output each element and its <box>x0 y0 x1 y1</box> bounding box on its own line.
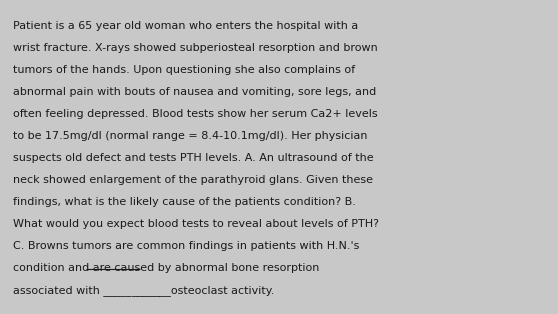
Text: findings, what is the likely cause of the patients condition? B.: findings, what is the likely cause of th… <box>13 197 356 207</box>
Text: abnormal pain with bouts of nausea and vomiting, sore legs, and: abnormal pain with bouts of nausea and v… <box>13 87 376 97</box>
Text: to be 17.5mg/dl (normal range = 8.4-10.1mg/dl). Her physician: to be 17.5mg/dl (normal range = 8.4-10.1… <box>13 131 368 141</box>
Text: What would you expect blood tests to reveal about levels of PTH?: What would you expect blood tests to rev… <box>13 219 379 229</box>
Text: neck showed enlargement of the parathyroid glans. Given these: neck showed enlargement of the parathyro… <box>13 175 373 185</box>
Text: C. Browns tumors are common findings in patients with H.N.'s: C. Browns tumors are common findings in … <box>13 241 359 251</box>
Text: Patient is a 65 year old woman who enters the hospital with a: Patient is a 65 year old woman who enter… <box>13 21 358 31</box>
Text: associated with ____________osteoclast activity.: associated with ____________osteoclast a… <box>13 285 275 296</box>
Text: often feeling depressed. Blood tests show her serum Ca2+ levels: often feeling depressed. Blood tests sho… <box>13 109 378 119</box>
Text: wrist fracture. X-rays showed subperiosteal resorption and brown: wrist fracture. X-rays showed subperiost… <box>13 43 378 53</box>
Text: suspects old defect and tests PTH levels. A. An ultrasound of the: suspects old defect and tests PTH levels… <box>13 153 374 163</box>
Text: tumors of the hands. Upon questioning she also complains of: tumors of the hands. Upon questioning sh… <box>13 65 355 75</box>
Text: condition and are caused by abnormal bone resorption: condition and are caused by abnormal bon… <box>13 263 319 273</box>
